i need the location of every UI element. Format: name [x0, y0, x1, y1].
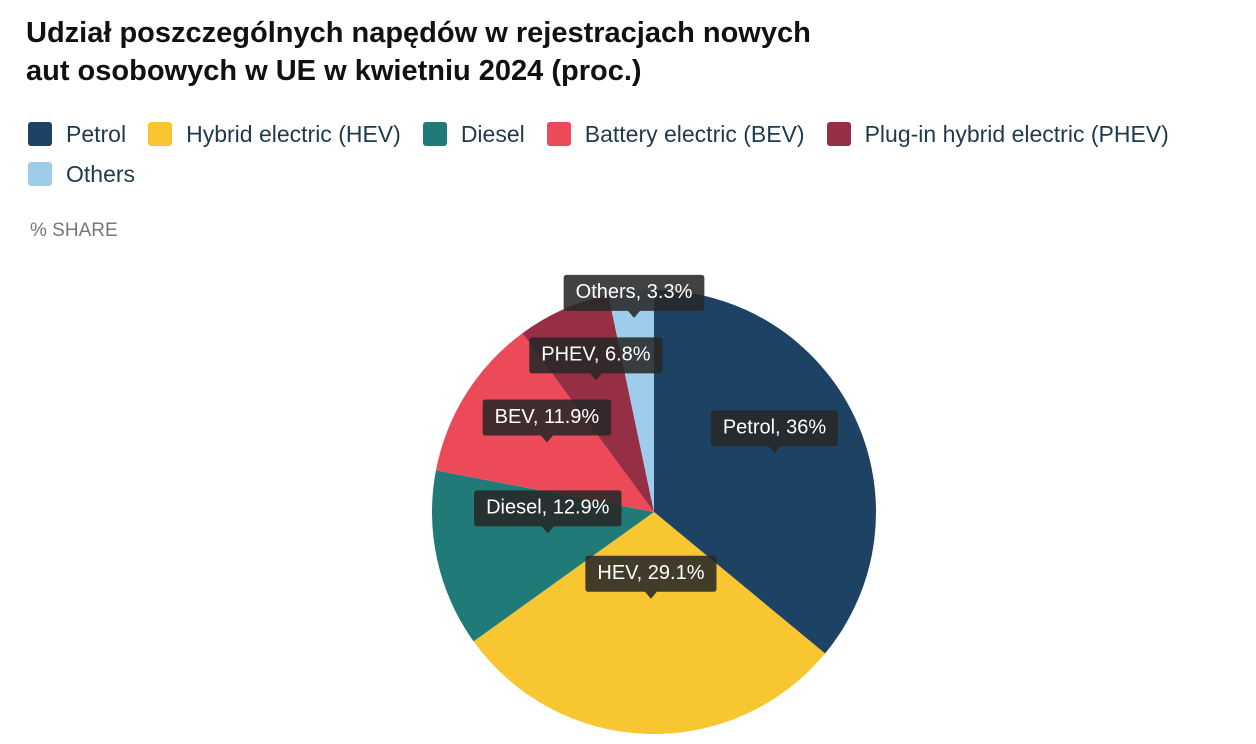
legend-swatch: [826, 122, 851, 146]
legend-swatch: [28, 162, 52, 186]
data-label-text: Others, 3.3%: [576, 281, 693, 303]
legend-item: Diesel: [422, 118, 525, 150]
data-label-text: HEV, 29.1%: [597, 562, 704, 584]
legend-item: Battery electric (BEV): [546, 118, 805, 150]
pie-slice: [473, 512, 826, 734]
legend-label: Battery electric (BEV): [584, 120, 805, 147]
legend-item: Others: [28, 158, 135, 190]
data-label: Others, 3.3%: [563, 274, 705, 318]
data-label-text: PHEV, 6.8%: [541, 344, 651, 366]
legend-swatch: [422, 122, 447, 146]
legend-item: Hybrid electric (HEV): [148, 118, 401, 150]
chart-subtitle: % SHARE: [30, 220, 118, 241]
pie-slice: [654, 290, 876, 654]
data-label-text: BEV, 11.9%: [495, 406, 600, 428]
legend-label: Petrol: [66, 120, 127, 147]
legend: Petrol Hybrid electric (HEV) Diesel Battery…: [28, 118, 1248, 190]
legend-label: Plug-in hybrid electric (PHEV): [864, 120, 1169, 147]
data-label: HEV, 29.1%: [585, 555, 717, 599]
chart-title: Udział poszczególnych napędów w rejestra…: [26, 17, 811, 87]
label-box: [474, 490, 622, 534]
data-label: Petrol, 36%: [710, 410, 839, 454]
label-box: [585, 555, 717, 599]
data-label: BEV, 11.9%: [482, 399, 612, 443]
data-label: PHEV, 6.8%: [529, 337, 663, 381]
legend-label: Others: [66, 160, 136, 187]
legend-swatch: [148, 122, 173, 146]
legend-item: Petrol: [28, 118, 126, 150]
legend-label: Hybrid electric (HEV): [186, 120, 401, 147]
label-box: [529, 337, 663, 381]
label-box: [710, 410, 839, 454]
legend-item: Plug-in hybrid electric (PHEV): [826, 118, 1169, 150]
label-box: [482, 399, 612, 443]
legend-label: Diesel: [460, 120, 525, 147]
data-label-text: Petrol, 36%: [723, 417, 827, 439]
legend-swatch: [546, 122, 571, 146]
data-label-text: Diesel, 12.9%: [486, 497, 610, 519]
data-label: Diesel, 12.9%: [474, 490, 622, 534]
legend-swatch: [28, 122, 52, 146]
label-box: [563, 274, 705, 318]
